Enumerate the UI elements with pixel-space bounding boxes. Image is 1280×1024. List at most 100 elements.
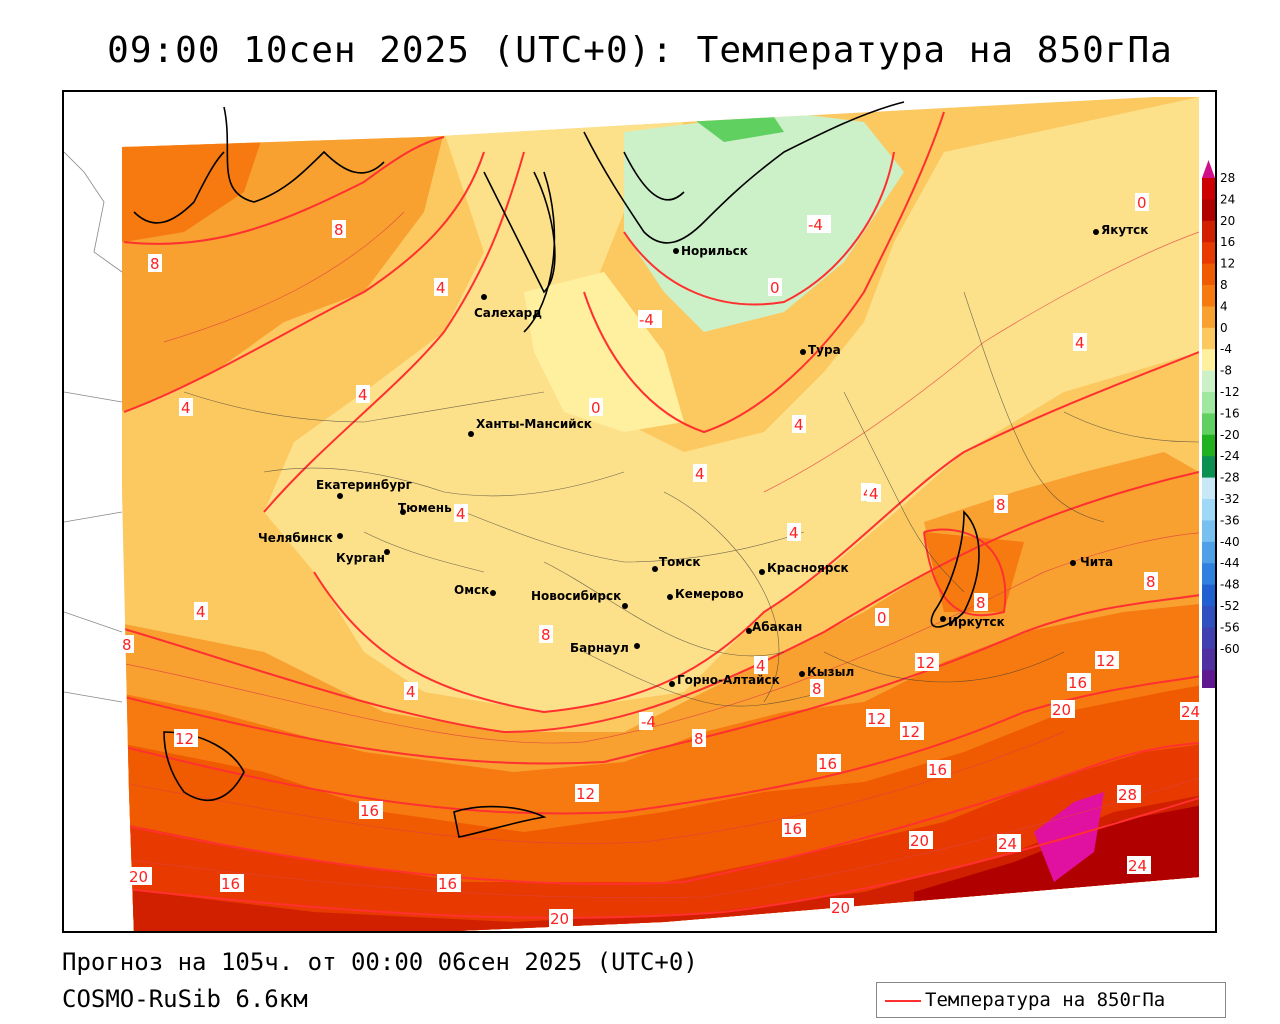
isoline-label: 20 [831,899,850,917]
colorbar-cell [1202,392,1215,414]
city-label: Красноярск [767,561,849,575]
city-dot [652,566,658,572]
colorbar-cells [1202,160,1215,688]
colorbar-cell [1202,306,1215,329]
city-label: Барнаул [570,641,629,655]
weather-map[interactable]: 8 8 4 4 4 0 -4 -4 0 0 4 4 4 4 4 4 4 4 8 … [62,90,1217,933]
isoline-label: 12 [175,730,194,748]
isoline-label: 16 [818,755,837,773]
city-dot [337,533,343,539]
colorbar-cell [1202,349,1215,372]
cities: Норильск Якутск Салехард Тура Ханты-Манс… [258,223,1148,687]
city-dot [799,671,805,677]
colorbar-tick-label: 16 [1220,235,1235,249]
colorbar-tick-label: -48 [1220,578,1240,592]
isoline-label: 0 [1137,194,1147,212]
isoline-label: 20 [1052,701,1071,719]
isoline-label: 4 [869,485,879,503]
city-dot [759,569,765,575]
colorbar-tick-label: 8 [1220,278,1228,292]
isoline-label: 8 [976,594,986,612]
city-dot [669,681,675,687]
outer-land [64,151,123,703]
isoline-label: 20 [910,832,929,850]
colorbar-cell [1202,456,1215,479]
colorbar-tick-label: -56 [1220,620,1240,634]
model-name: COSMO-RuSib 6.6км [62,985,308,1013]
city-label: Кемерово [675,587,744,601]
colorbar-cell [1202,606,1215,628]
isoline-label: 12 [916,654,935,672]
isoline-label: 4 [789,524,799,542]
colorbar-cell [1202,648,1215,671]
temperature-colorbar: 28 24 20 16 12 8 4 0 -4 -8 -12 -16 -20 -24 -28 -32 -36 -4… [1202,160,1240,688]
colorbar-cell [1202,263,1215,286]
city-dot [622,603,628,609]
city-label: Тура [808,343,841,357]
colorbar-tick-label: -16 [1220,406,1240,420]
isoline-label: 12 [901,723,920,741]
colorbar-cell [1202,327,1215,350]
colorbar-tick-label: -52 [1220,599,1240,613]
isoline-label: 12 [867,710,886,728]
isoline-label: 4 [695,465,705,483]
colorbar-tick-label: 24 [1220,192,1235,206]
city-label: Ханты-Мансийск [476,417,592,431]
city-label: Челябинск [258,531,333,545]
colorbar-cell [1202,413,1215,436]
isoline-label: 16 [438,875,457,893]
isoline-label: 16 [221,875,240,893]
isoline-label: -4 [808,216,823,234]
city-label: Омск [454,583,489,597]
isoline-label: 12 [576,785,595,803]
city-dot [490,590,496,596]
colorbar-tick-label: -60 [1220,642,1240,656]
city-label: Салехард [474,306,542,320]
city-label: Норильск [681,244,748,258]
isoline-label: 24 [1181,703,1200,721]
isolines [122,111,1199,919]
city-dot [800,349,806,355]
colorbar-cell [1202,541,1215,564]
isoline-label: 28 [1118,786,1137,804]
isoline-label: 20 [550,910,569,928]
isoline-label: 8 [150,255,160,273]
city-label: Абакан [752,620,802,634]
isoline-label: 16 [928,761,947,779]
isoline-label: 16 [360,802,379,820]
colorbar-tick-label: -36 [1220,513,1240,527]
isoline-label: 4 [794,416,804,434]
colorbar-cell [1202,199,1215,222]
colorbar-tick-label: -12 [1220,385,1240,399]
map-title: 09:00 10сен 2025 (UTC+0): Температура на… [107,30,1173,71]
colorbar-tick-label: -8 [1220,364,1232,378]
colorbar-cell [1202,242,1215,265]
isoline-label: -4 [639,311,654,329]
colorbar-ticks: 28 24 20 16 12 8 4 0 -4 -8 -12 -16 -20 -24 -28 -32 -36 -4… [1220,171,1240,656]
colorbar-tick-label: 28 [1220,171,1235,185]
isoline-label: 4 [181,399,191,417]
isoline-label: 8 [1146,573,1156,591]
colorbar-tick-label: -32 [1220,492,1240,506]
city-label: Чита [1080,555,1113,569]
isoline-label: 8 [812,680,822,698]
isoline-label: 4 [756,657,766,675]
isoline-label: 16 [1068,674,1087,692]
city-dot [940,616,946,622]
colorbar-tick-label: 20 [1220,214,1235,228]
temperature-field [122,97,1199,931]
city-dot [667,594,673,600]
colorbar-cell [1202,670,1215,688]
colorbar-tick-label: -28 [1220,471,1240,485]
forecast-info: Прогноз на 105ч. от 00:00 06сен 2025 (UT… [62,948,698,976]
isoline-label: 8 [334,221,344,239]
legend-label: Температура на 850гПа [925,989,1166,1011]
isoline-label: 12 [1096,652,1115,670]
city-label: Горно-Алтайск [677,673,780,687]
isoline-label: 0 [591,399,601,417]
colorbar-tick-label: -24 [1220,449,1240,463]
isoline-label: -4 [641,713,656,731]
city-label: Курган [336,551,385,565]
city-label: Иркутск [948,615,1005,629]
colorbar-cell [1202,520,1215,543]
